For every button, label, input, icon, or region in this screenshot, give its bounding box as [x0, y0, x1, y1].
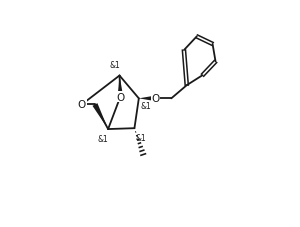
Text: &1: &1 [98, 134, 108, 143]
Text: &1: &1 [109, 61, 120, 70]
Text: O: O [116, 92, 124, 102]
Text: O: O [78, 100, 86, 110]
Polygon shape [118, 76, 123, 97]
Text: &1: &1 [140, 102, 151, 111]
Polygon shape [139, 96, 155, 102]
Text: O: O [152, 94, 160, 104]
Polygon shape [92, 104, 108, 129]
Text: &1: &1 [135, 133, 146, 142]
